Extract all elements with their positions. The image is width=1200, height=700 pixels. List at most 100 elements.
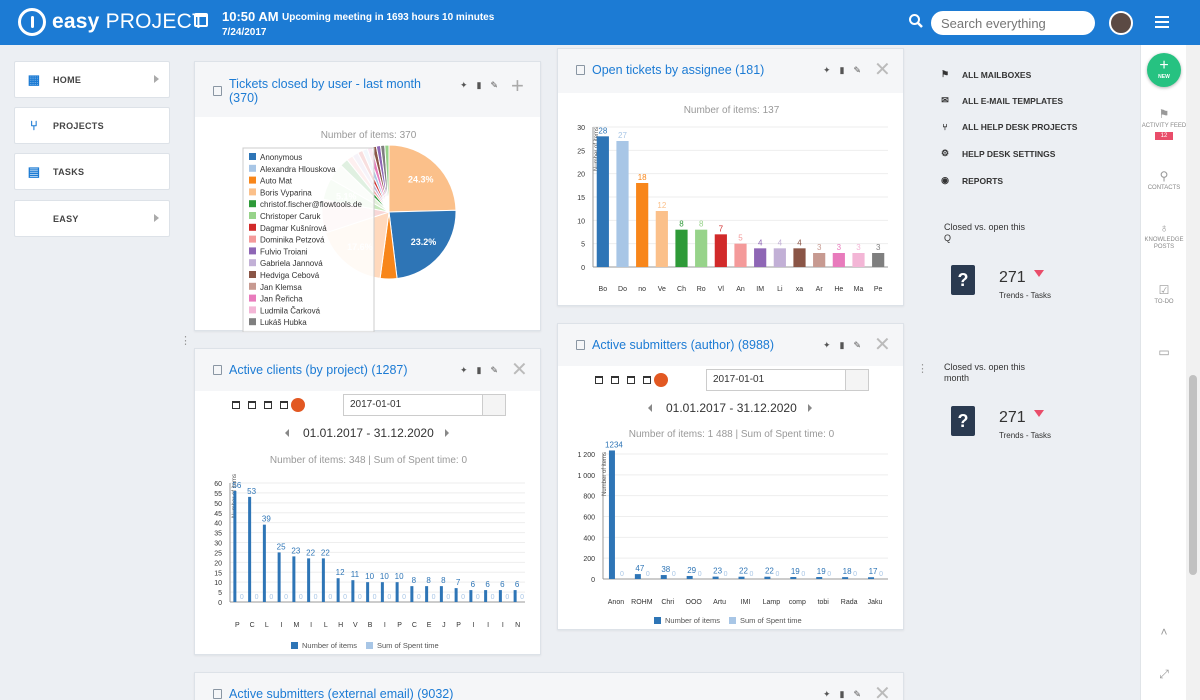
sidebar-knowledge-posts[interactable]: ♁ KNOWLEDGE POSTS	[1141, 221, 1187, 251]
edit-icon[interactable]: ✎	[853, 65, 862, 75]
link-all-email-templates[interactable]: ✉ ALL E-MAIL TEMPLATES	[941, 95, 1064, 106]
app-logo[interactable]: easy PROJECT	[18, 8, 205, 36]
x-tick-label: IM	[756, 286, 764, 293]
x-tick-label: Jaku	[868, 599, 883, 606]
bar-value-label: 28	[598, 126, 607, 135]
pin-icon[interactable]: ✦	[460, 365, 468, 375]
bar-number-of-items	[842, 577, 849, 579]
link-reports[interactable]: ◉ REPORTS	[941, 175, 1004, 186]
sidebar-chat[interactable]: ▭	[1141, 345, 1187, 361]
bar	[616, 141, 629, 267]
prev-period-arrow[interactable]	[285, 429, 289, 437]
period-month-icon[interactable]	[264, 401, 272, 409]
trash-icon[interactable]: ▮	[839, 340, 845, 350]
menu-icon[interactable]	[1155, 16, 1169, 28]
y-tick-label: 20	[577, 172, 585, 179]
sidebar-collapse[interactable]: ˄	[1141, 625, 1187, 641]
period-month-icon[interactable]	[627, 376, 635, 384]
network-icon: ⑂	[29, 117, 39, 133]
period-year-icon[interactable]	[291, 398, 305, 412]
scrollbar-thumb[interactable]	[1189, 375, 1197, 575]
period-year-icon[interactable]	[654, 373, 668, 387]
date-picker-button[interactable]	[845, 369, 869, 391]
trash-icon[interactable]: ▮	[476, 365, 482, 375]
period-day-icon[interactable]	[232, 401, 240, 409]
pie-slice	[388, 209, 457, 280]
edit-icon[interactable]: ✎	[853, 689, 862, 699]
period-week-icon[interactable]	[248, 401, 256, 409]
close-icon[interactable]: ✕	[874, 683, 891, 700]
date-input[interactable]: 2017-01-01	[343, 394, 483, 416]
panel-active-external: Active submitters (external email) (9032…	[194, 672, 904, 700]
close-icon[interactable]: ✕	[874, 59, 891, 81]
period-quarter-icon[interactable]	[643, 376, 651, 384]
trash-icon[interactable]: ▮	[839, 689, 845, 699]
x-tick-label: L	[265, 622, 269, 629]
bar	[813, 253, 826, 267]
panel-title[interactable]: Tickets closed by user - last month (370…	[229, 77, 421, 105]
nav-easy[interactable]: EASY	[14, 200, 170, 237]
period-quarter-icon[interactable]	[280, 401, 288, 409]
next-period-arrow[interactable]	[445, 429, 449, 437]
pin-icon[interactable]: ✦	[460, 80, 468, 90]
sidebar-fullscreen[interactable]: ⤢	[1141, 667, 1187, 683]
search-icon[interactable]	[908, 13, 924, 29]
x-tick-label: Lamp	[763, 599, 781, 606]
close-icon[interactable]: ✕	[511, 359, 528, 381]
trash-icon[interactable]: ▮	[839, 65, 845, 75]
scrollbar[interactable]	[1186, 45, 1200, 700]
bar-number-of-items	[608, 450, 615, 579]
legend-entry: Dagmar Kušnírová	[260, 224, 327, 233]
pie-slice	[384, 144, 390, 213]
bar-value-label: 8	[699, 220, 704, 229]
sidebar-todo[interactable]: ☑ TO-DO	[1141, 283, 1187, 306]
gear-icon: ⚙	[940, 148, 950, 158]
legend-entry: Lukáš Hubka	[260, 318, 307, 327]
calendar-icon[interactable]	[194, 13, 208, 27]
bar	[695, 229, 708, 267]
nav-home[interactable]: ▦ HOME	[14, 61, 170, 98]
search-input[interactable]	[931, 11, 1095, 35]
link-all-mailboxes[interactable]: ⚑ ALL MAILBOXES	[940, 69, 1032, 80]
panel-title[interactable]: Open tickets by assignee (181)	[592, 63, 765, 77]
legend-swatch	[249, 247, 256, 255]
user-avatar[interactable]	[1109, 11, 1133, 35]
close-icon[interactable]: ✕	[874, 334, 891, 356]
link-all-help-desk-projects[interactable]: ⑂ ALL HELP DESK PROJECTS	[940, 122, 1077, 132]
period-day-icon[interactable]	[595, 376, 603, 384]
panel-title[interactable]: Active submitters (external email) (9032…	[229, 687, 454, 700]
edit-icon[interactable]: ✎	[853, 340, 862, 350]
pin-icon[interactable]: ✦	[823, 65, 831, 75]
bar-value-label: 53	[247, 487, 256, 496]
period-week-icon[interactable]	[611, 376, 619, 384]
add-icon[interactable]: +	[511, 73, 524, 98]
panel-title[interactable]: Active clients (by project) (1287)	[229, 363, 408, 377]
panel-title[interactable]: Active submitters (author) (8988)	[592, 338, 775, 352]
upcoming-meeting[interactable]: Upcoming meeting in 1693 hours 10 minute…	[282, 12, 495, 23]
pin-icon[interactable]: ✦	[823, 340, 831, 350]
nav-projects[interactable]: ⑂ PROJECTS	[14, 107, 170, 144]
bar-value-label: 0	[476, 594, 480, 601]
link-help-desk-settings[interactable]: ⚙ HELP DESK SETTINGS	[940, 148, 1056, 159]
next-period-arrow[interactable]	[808, 404, 812, 412]
pin-icon[interactable]: ✦	[823, 689, 831, 699]
trash-icon[interactable]: ▮	[476, 80, 482, 90]
nav-tasks[interactable]: ▤ TASKS	[14, 153, 170, 190]
edit-icon[interactable]: ✎	[490, 365, 499, 375]
panel-tools: ✦ ▮ ✎	[460, 80, 498, 91]
module-icon	[213, 689, 222, 699]
legend-swatch	[249, 223, 256, 231]
module-icon	[576, 65, 585, 75]
column-resize-handle[interactable]: ⋮	[180, 335, 191, 347]
sidebar-contacts[interactable]: ⚲ CONTACTS	[1141, 169, 1187, 192]
bar-number-of-items	[336, 578, 340, 602]
bar-value-label: 12	[657, 201, 666, 210]
column-resize-handle[interactable]: ⋮	[917, 363, 928, 375]
module-icon	[213, 86, 222, 96]
prev-period-arrow[interactable]	[648, 404, 652, 412]
new-button[interactable]: + NEW	[1147, 53, 1181, 87]
date-picker-button[interactable]	[482, 394, 506, 416]
x-tick-label: Bo	[599, 286, 608, 293]
edit-icon[interactable]: ✎	[490, 80, 499, 90]
sidebar-activity-feed[interactable]: ⚑ ACTIVITY FEED 12	[1141, 107, 1187, 140]
